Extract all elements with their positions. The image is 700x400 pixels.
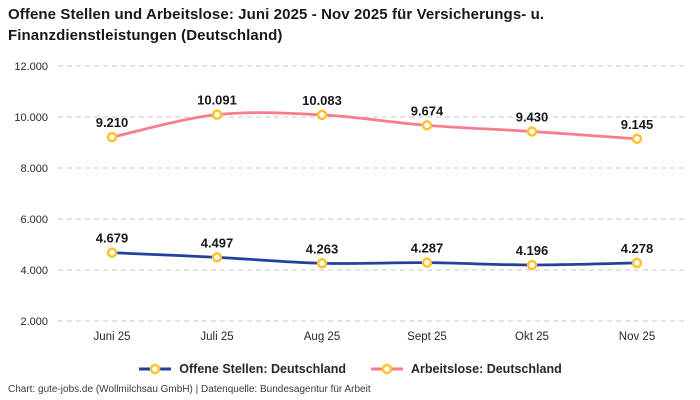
data-label-arbeitslose: 10.091	[197, 93, 237, 108]
data-point-offene-stellen-3[interactable]	[421, 257, 433, 268]
y-axis-tick-label: 6.000	[20, 214, 48, 226]
y-axis-tick-label: 2.000	[20, 316, 48, 328]
y-axis-tick-label: 4.000	[20, 265, 48, 277]
data-label-offene-stellen: 4.278	[621, 241, 654, 256]
data-label-arbeitslose: 9.430	[516, 110, 549, 125]
x-axis-tick-label: Aug 25	[304, 331, 340, 343]
data-point-offene-stellen-4[interactable]	[526, 259, 538, 271]
chart-source-footer: Chart: gute-jobs.de (Wollmilchsau GmbH) …	[8, 384, 371, 395]
legend-item-arbeitslose[interactable]: Arbeitslose: Deutschland	[370, 362, 562, 376]
legend-item-offene-stellen[interactable]: Offene Stellen: Deutschland	[138, 362, 346, 376]
data-point-offene-stellen-5[interactable]	[631, 257, 643, 269]
legend-label: Arbeitslose: Deutschland	[410, 362, 562, 376]
x-axis-tick-label: Okt 25	[515, 331, 549, 343]
chart-title: Offene Stellen und Arbeitslose: Juni 202…	[8, 6, 545, 44]
x-axis-tick-label: Juli 25	[200, 331, 233, 343]
y-axis-tick-label: 10.000	[14, 112, 48, 124]
data-point-arbeitslose-5[interactable]	[631, 133, 643, 145]
data-label-arbeitslose: 9.145	[621, 117, 654, 132]
data-label-arbeitslose: 9.674	[411, 103, 444, 118]
legend-marker-icon	[139, 363, 172, 375]
data-point-arbeitslose-2[interactable]	[316, 109, 328, 121]
series-line-arbeitslose	[110, 111, 639, 141]
legend-marker-icon	[370, 363, 403, 375]
series-line-offene-stellen	[110, 251, 639, 267]
x-axis-tick-label: Sept 25	[407, 331, 447, 343]
y-axis-tick-label: 8.000	[20, 163, 48, 175]
data-point-arbeitslose-3[interactable]	[421, 120, 433, 131]
data-label-offene-stellen: 4.196	[516, 243, 549, 258]
data-point-offene-stellen-2[interactable]	[316, 258, 328, 269]
data-point-arbeitslose-0[interactable]	[106, 131, 118, 143]
data-point-offene-stellen-0[interactable]	[106, 247, 118, 258]
data-point-arbeitslose-1[interactable]	[211, 109, 223, 120]
data-label-offene-stellen: 4.679	[96, 231, 129, 246]
legend-label: Offene Stellen: Deutschland	[179, 362, 346, 376]
y-axis-tick-label: 12.000	[14, 61, 48, 73]
data-label-offene-stellen: 4.497	[201, 235, 234, 250]
x-axis-tick-label: Juni 25	[93, 331, 130, 343]
data-point-offene-stellen-1[interactable]	[211, 252, 223, 263]
chart-legend: Offene Stellen: Deutschland Arbeitslose: …	[0, 362, 700, 376]
data-label-arbeitslose: 9.210	[96, 115, 129, 130]
data-label-offene-stellen: 4.263	[306, 241, 339, 256]
x-axis-tick-label: Nov 25	[619, 331, 655, 343]
data-point-arbeitslose-4[interactable]	[526, 126, 538, 137]
data-label-arbeitslose: 10.083	[302, 93, 342, 108]
data-label-offene-stellen: 4.287	[411, 241, 444, 256]
